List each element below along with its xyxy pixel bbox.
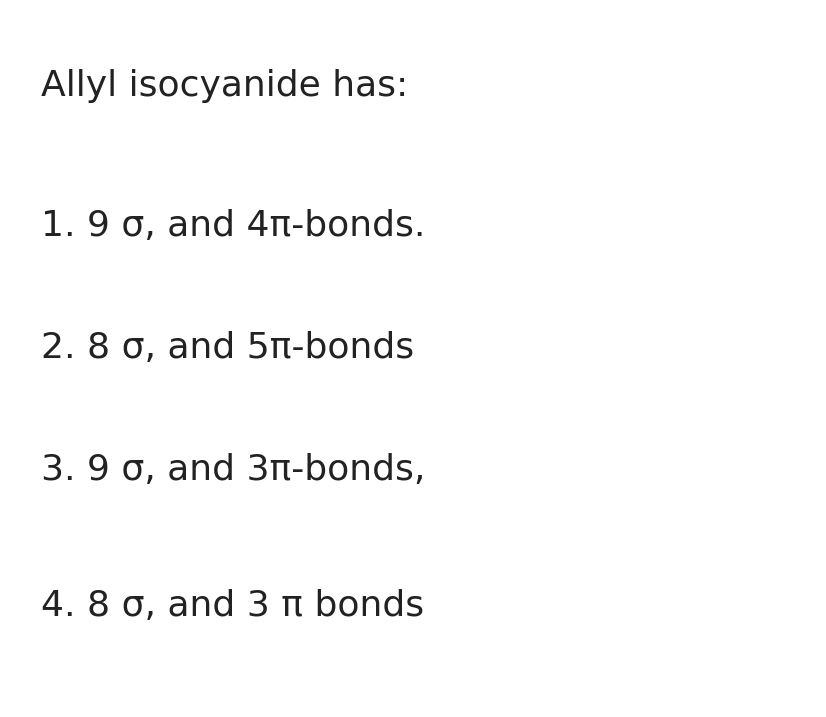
Text: 2. 8 σ, and 5π-bonds: 2. 8 σ, and 5π-bonds	[41, 331, 415, 365]
Text: 3. 9 σ, and 3π-bonds,: 3. 9 σ, and 3π-bonds,	[41, 452, 425, 487]
Text: 1. 9 σ, and 4π-bonds.: 1. 9 σ, and 4π-bonds.	[41, 209, 425, 243]
Text: Allyl isocyanide has:: Allyl isocyanide has:	[41, 69, 409, 103]
Text: 4. 8 σ, and 3 π bonds: 4. 8 σ, and 3 π bonds	[41, 589, 425, 623]
